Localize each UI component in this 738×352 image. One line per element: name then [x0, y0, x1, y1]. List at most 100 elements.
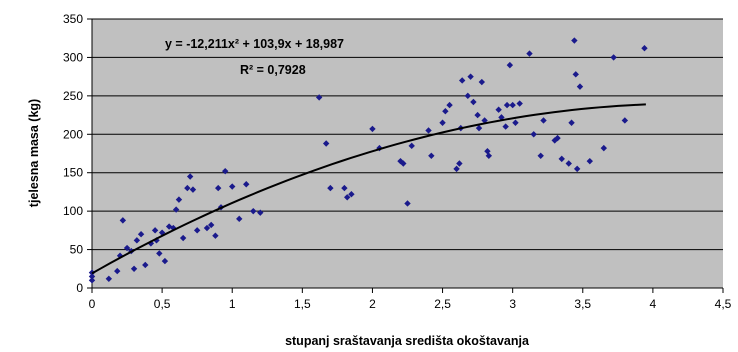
- y-tick-label: 250: [63, 89, 83, 103]
- y-tick-label: 150: [63, 166, 83, 180]
- gridlines: [91, 18, 723, 289]
- data-point: [586, 157, 593, 165]
- data-point: [573, 165, 581, 173]
- data-point: [475, 124, 483, 132]
- x-tick-label: 0,5: [154, 297, 171, 311]
- data-point: [610, 54, 617, 61]
- y-tick-label: 200: [63, 127, 83, 141]
- x-tick-label: 3: [509, 297, 516, 311]
- data-point: [478, 78, 486, 86]
- x-tick-labels: 0 0,5 1 1,5 2 2,5 3 3,5 4 4,5: [89, 288, 732, 311]
- x-tick-label: 4,5: [715, 297, 732, 311]
- data-point: [156, 250, 163, 257]
- data-point: [512, 119, 519, 126]
- x-tick-label: 1,5: [294, 297, 311, 311]
- data-point: [571, 37, 578, 44]
- data-point: [170, 224, 177, 232]
- data-point: [130, 265, 138, 272]
- data-point: [88, 273, 96, 280]
- data-point: [456, 160, 463, 167]
- data-point: [203, 224, 211, 232]
- data-point: [484, 147, 491, 155]
- data-point: [554, 134, 561, 142]
- trendline: [91, 103, 646, 275]
- data-point: [142, 261, 149, 269]
- data-point: [400, 160, 407, 167]
- y-tick-label: 0: [76, 281, 83, 295]
- data-point: [215, 184, 222, 192]
- data-point: [175, 196, 183, 203]
- data-point: [105, 275, 113, 282]
- data-point: [641, 45, 648, 52]
- data-point: [165, 223, 173, 230]
- data-point: [485, 152, 493, 160]
- data-point: [229, 183, 236, 190]
- data-point: [537, 152, 544, 160]
- y-axis-title: tjelesna masa (kg): [27, 99, 41, 207]
- data-point: [119, 217, 127, 224]
- data-point: [322, 140, 330, 147]
- data-point: [558, 155, 565, 163]
- x-tick-label: 0: [89, 297, 96, 311]
- data-point: [408, 142, 415, 150]
- plot-area: [92, 19, 723, 288]
- data-point: [315, 94, 323, 101]
- data-point: [341, 184, 348, 192]
- data-point: [503, 101, 511, 109]
- data-point: [348, 191, 355, 198]
- x-tick-label: 1: [229, 297, 236, 311]
- data-point: [207, 221, 215, 229]
- x-tick-label: 4: [650, 297, 657, 311]
- data-point: [116, 252, 124, 259]
- x-tick-label: 2: [369, 297, 376, 311]
- data-point: [114, 267, 121, 275]
- data-point: [621, 117, 629, 124]
- data-point: [495, 106, 502, 113]
- data-point: [184, 184, 191, 192]
- data-point: [568, 119, 575, 126]
- data-points: [88, 37, 648, 284]
- data-point: [327, 184, 334, 192]
- data-point: [369, 125, 376, 133]
- data-point: [509, 101, 516, 109]
- data-point: [425, 127, 432, 134]
- data-point: [576, 83, 584, 90]
- data-point: [212, 232, 219, 239]
- data-point: [257, 209, 264, 216]
- data-point: [151, 227, 159, 234]
- data-point: [222, 167, 229, 175]
- data-point: [526, 50, 533, 57]
- data-point: [428, 152, 435, 160]
- data-point: [600, 144, 608, 152]
- y-tick-labels: 0 50 100 150 200 250 300 350: [63, 12, 92, 295]
- data-point: [453, 165, 460, 173]
- data-point: [243, 181, 250, 188]
- data-point: [236, 215, 243, 223]
- data-point: [88, 277, 96, 284]
- data-point: [172, 206, 180, 213]
- y-tick-label: 100: [63, 204, 83, 218]
- data-point: [458, 77, 466, 84]
- x-axis-title: stupanj sraštavanja središta okoštavanja: [285, 334, 530, 348]
- data-point: [470, 98, 477, 106]
- data-point: [193, 227, 201, 234]
- data-point: [161, 257, 169, 265]
- equation-label: y = -12,211x² + 103,9x + 18,987: [165, 37, 344, 51]
- data-point: [137, 231, 145, 238]
- data-point: [464, 92, 471, 100]
- data-point: [250, 207, 257, 215]
- data-point: [344, 194, 351, 201]
- r-squared-label: R² = 0,7928: [240, 63, 306, 77]
- data-point: [530, 131, 537, 138]
- data-point: [439, 119, 446, 126]
- x-tick-label: 3,5: [574, 297, 591, 311]
- data-point: [540, 117, 547, 124]
- data-point: [442, 108, 449, 115]
- y-tick-label: 50: [70, 243, 84, 257]
- data-point: [551, 137, 558, 144]
- data-point: [186, 173, 194, 180]
- data-point: [404, 200, 411, 207]
- data-point: [474, 111, 481, 119]
- x-tick-label: 2,5: [434, 297, 451, 311]
